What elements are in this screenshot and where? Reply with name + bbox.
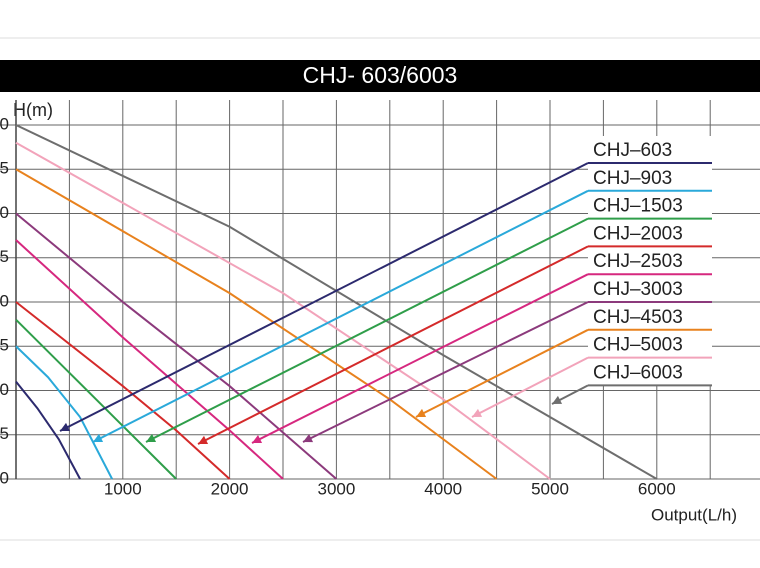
title-bar	[0, 60, 760, 92]
x-tick-label: 2000	[211, 479, 249, 498]
arrow-head	[552, 395, 563, 404]
arrow-head	[472, 408, 483, 417]
legend-arrow	[92, 189, 589, 443]
curve	[15, 345, 114, 480]
y-tick-label: 1.5	[0, 336, 9, 355]
y-tick-label: 4.0	[0, 114, 9, 133]
curve	[15, 381, 81, 480]
curve	[15, 239, 284, 480]
legend-arrow	[471, 356, 589, 418]
x-tick-label: 1000	[104, 479, 142, 498]
curve	[15, 301, 231, 480]
legend-arrow	[251, 273, 589, 444]
legend-label: CHJ–1503	[593, 196, 683, 217]
legend-arrow	[415, 328, 589, 418]
legend-label: CHJ–603	[593, 140, 672, 161]
x-tick-label: 5000	[531, 479, 569, 498]
y-tick-label: 3.0	[0, 203, 9, 222]
legend-arrow	[59, 162, 589, 432]
y-axis-label: H(m)	[13, 100, 53, 120]
legend-label: CHJ–2503	[593, 251, 683, 272]
x-tick-label: 3000	[317, 479, 355, 498]
y-tick-label: 3.5	[0, 159, 9, 178]
arrow-head	[93, 433, 104, 442]
x-tick-label: 4000	[424, 479, 462, 498]
legend-label: CHJ–6003	[593, 362, 683, 383]
arrow-head	[303, 433, 314, 443]
y-tick-label: 1.0	[0, 380, 9, 399]
legend-label: CHJ–4503	[593, 307, 683, 328]
x-axis-label: Output(L/h)	[651, 505, 737, 524]
legend-arrow	[145, 217, 589, 443]
y-tick-label: 2.5	[0, 247, 9, 266]
legend-arrow	[197, 245, 589, 445]
curve	[15, 318, 177, 480]
y-tick-label: 2.0	[0, 291, 9, 310]
curve	[15, 212, 338, 480]
legend-box	[588, 136, 712, 386]
arrow-head	[146, 433, 157, 442]
arrow-head	[60, 422, 71, 431]
y-tick-label: 0.5	[0, 424, 9, 443]
curve	[15, 141, 551, 480]
curve	[15, 168, 498, 480]
legend-label: CHJ–903	[593, 168, 672, 189]
legend-label: CHJ–5003	[593, 335, 683, 356]
legend-arrow	[302, 301, 589, 443]
arrow-head	[198, 435, 209, 444]
legend-label: CHJ–2003	[593, 223, 683, 244]
legend: CHJ–603 CHJ–903 CHJ–1503 CHJ–2003 CHJ–2503 CH…	[59, 136, 712, 445]
x-tick-label: 6000	[638, 479, 676, 498]
legend-label: CHJ–3003	[593, 279, 683, 300]
chart-title: CHJ- 603/6003	[303, 62, 458, 88]
y-tick-label: 0	[0, 468, 9, 487]
arrow-head	[416, 408, 427, 417]
arrow-head	[252, 434, 263, 443]
